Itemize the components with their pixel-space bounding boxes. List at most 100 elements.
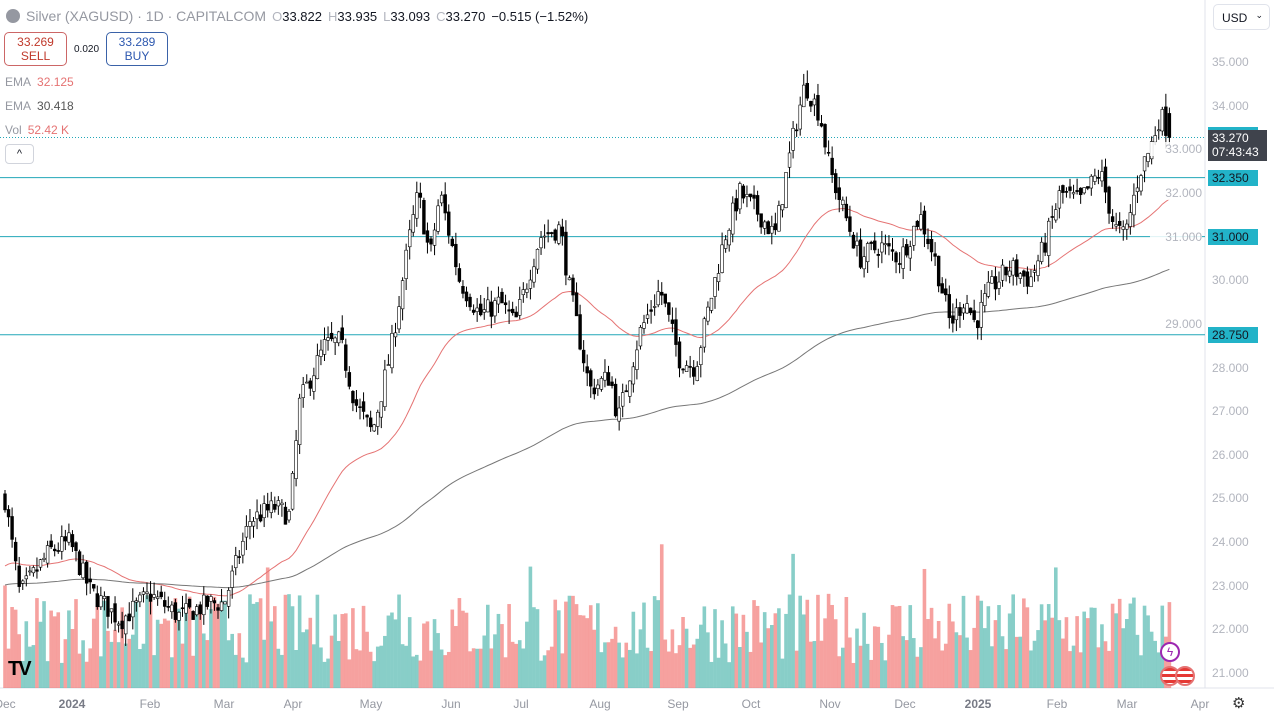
candle-body [961, 307, 966, 314]
volume-bar [688, 647, 692, 688]
volume-bar [1050, 617, 1055, 688]
candle-body [560, 226, 565, 236]
candle-body [876, 254, 881, 256]
candle-body [716, 273, 721, 283]
ema-fast-legend[interactable]: EMA 32.125 [5, 75, 74, 89]
volume-bar [720, 620, 724, 688]
volume-bar [1011, 594, 1015, 688]
volume-bar [230, 633, 234, 688]
volume-bar [642, 602, 646, 688]
sell-button[interactable]: 33.269 SELL [4, 32, 67, 66]
candle-body [802, 84, 806, 108]
time-tick: Jul [513, 697, 529, 711]
volume-bar [862, 612, 866, 688]
candle-body [106, 596, 110, 617]
candle-body [557, 224, 561, 244]
candle-body [10, 516, 14, 540]
candle-body [631, 366, 636, 385]
volume-legend[interactable]: Vol 52.42 K [5, 123, 69, 137]
volume-bar [745, 631, 749, 688]
candle-body [6, 509, 11, 518]
candle-body [1057, 190, 1062, 209]
candle-body [148, 593, 153, 602]
volume-bar [304, 629, 309, 688]
candle-body [592, 387, 597, 395]
candle-body [297, 397, 302, 445]
price-tick: 32.000 [1150, 185, 1202, 200]
candle-body [116, 623, 121, 626]
volume-bar [1110, 603, 1115, 688]
candle-body [326, 337, 330, 341]
volume-bar [578, 615, 582, 688]
volume-bar [596, 603, 600, 688]
silver-logo-icon [6, 9, 20, 23]
volume-bar [894, 606, 898, 688]
candle-body [532, 266, 536, 283]
candle-body [269, 500, 273, 513]
volume-bar [542, 655, 547, 688]
candle-body [31, 567, 36, 574]
lightning-event-icon[interactable]: ϟ [1160, 642, 1180, 662]
time-tick: Apr [283, 697, 303, 711]
time-tick: Jun [441, 697, 461, 711]
collapse-legend-button[interactable]: ^ [5, 144, 34, 164]
tradingview-logo[interactable]: TV [8, 658, 32, 680]
volume-bar [109, 641, 114, 688]
volume-bar [876, 626, 881, 688]
volume-bar [52, 616, 57, 688]
volume-bar [315, 594, 320, 688]
candle-body [784, 172, 788, 208]
volume-bar [127, 638, 132, 688]
volume-bar [429, 650, 433, 688]
candle-body [422, 200, 426, 235]
candle-body [599, 378, 604, 390]
high-value: 33.935 [337, 8, 378, 24]
volume-bar [865, 643, 870, 688]
candle-body [163, 600, 167, 607]
volume-bar [365, 631, 369, 688]
time-tick: Feb [139, 697, 161, 711]
candle-body [77, 551, 82, 575]
volume-bar [762, 612, 767, 688]
volume-bar [344, 613, 348, 688]
volume-bar [1046, 604, 1051, 688]
volume-bar [645, 647, 650, 688]
candle-body [322, 339, 327, 355]
volume-bar [581, 615, 586, 688]
candle-body [752, 194, 756, 199]
candle-body [1167, 113, 1172, 138]
volume-bar [74, 599, 78, 688]
candle-body [191, 611, 195, 620]
candle-body [1132, 194, 1136, 216]
volume-bar [553, 599, 558, 688]
candle-body [131, 600, 135, 618]
currency-select[interactable]: USD ⌄ [1213, 4, 1270, 30]
settings-gear-icon[interactable]: ⚙ [1232, 695, 1246, 712]
candle-body [819, 123, 824, 127]
candle-body [723, 239, 728, 249]
us-flag-event-icon[interactable] [1175, 666, 1195, 686]
candle-body [904, 244, 909, 256]
volume-bar [848, 637, 852, 688]
symbol-title[interactable]: Silver (XAGUSD) · 1D · CAPITALCOM [26, 8, 267, 24]
volume-bar [439, 649, 444, 688]
volume-bar [471, 648, 476, 688]
candle-body [312, 375, 316, 392]
volume-bar [841, 647, 845, 688]
candle-body [709, 297, 714, 311]
volume-bar [620, 657, 625, 688]
volume-bar [798, 595, 802, 688]
volume-bar [986, 606, 991, 688]
candle-body [791, 127, 795, 151]
ema-slow-value: 30.418 [37, 99, 74, 113]
candle-body [873, 240, 877, 251]
candle-body [166, 606, 170, 608]
volume-bar [890, 605, 895, 688]
ema-slow-legend[interactable]: EMA 30.418 [5, 99, 74, 113]
candle-body [205, 595, 210, 607]
candle-body [670, 319, 675, 324]
volume-bar [1004, 649, 1008, 688]
volume-bar [148, 594, 153, 688]
buy-button[interactable]: 33.289 BUY [106, 32, 168, 66]
